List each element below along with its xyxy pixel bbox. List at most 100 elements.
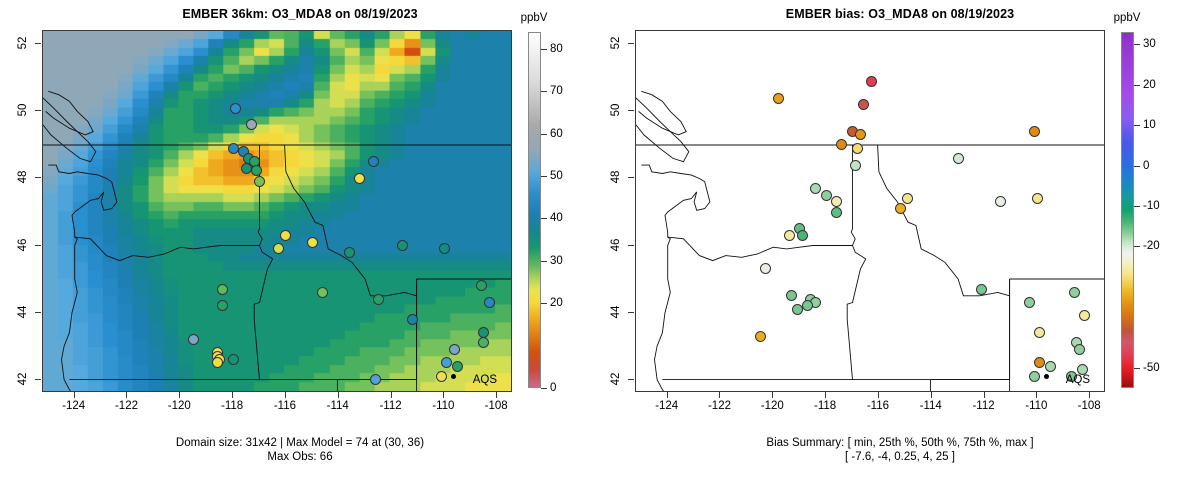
colorbar-label: 20 <box>1143 78 1156 91</box>
x-axis-label: -116 <box>866 400 889 412</box>
colorbar-label: 60 <box>550 127 563 140</box>
observation-marker <box>217 300 229 312</box>
colorbar-tick <box>1134 165 1140 167</box>
map-border-line <box>43 97 97 163</box>
colorbar-label: -10 <box>1143 199 1160 212</box>
x-axis-label: -114 <box>326 400 349 412</box>
observation-marker <box>251 164 263 176</box>
model-map-borders <box>43 90 511 391</box>
y-axis-tick <box>628 110 634 112</box>
y-axis-label: 52 <box>17 37 29 50</box>
x-axis-label: -118 <box>221 400 244 412</box>
map-border-line <box>641 164 711 391</box>
y-axis-tick <box>628 378 634 380</box>
x-axis-label: -118 <box>814 400 837 412</box>
colorbar-label: 0 <box>1143 159 1150 172</box>
y-axis-tick <box>35 177 41 179</box>
observation-marker <box>441 357 453 369</box>
observation-marker <box>852 142 864 154</box>
y-axis-label: 52 <box>610 37 622 50</box>
bias-caption-line1: Bias Summary: [ min, 25th %, 50th %, 75t… <box>766 437 1034 449</box>
y-axis-label: 48 <box>610 171 622 184</box>
x-axis-tick <box>390 392 392 398</box>
map-border-line <box>253 245 274 380</box>
x-axis-tick <box>126 392 128 398</box>
observation-marker <box>438 243 450 255</box>
observation-marker <box>754 330 766 342</box>
observation-marker <box>759 263 771 275</box>
aqs-legend-dot <box>1044 374 1049 379</box>
colorbar-label: 80 <box>550 42 563 55</box>
x-axis-tick <box>825 392 827 398</box>
model-panel: EMBER 36km: O3_MDA8 on 08/19/2023 AQS -1… <box>17 7 563 463</box>
observation-marker <box>407 313 419 325</box>
colorbar-label: 40 <box>550 212 563 225</box>
y-axis-label: 50 <box>17 104 29 117</box>
colorbar-tick <box>541 303 547 305</box>
colorbar-label: 30 <box>1143 38 1156 51</box>
observation-marker <box>773 92 785 104</box>
observation-marker <box>1066 370 1078 382</box>
map-border-line <box>846 245 867 380</box>
x-axis-tick <box>337 392 339 398</box>
model-caption-line2: Max Obs: 66 <box>267 451 333 463</box>
x-axis-tick <box>930 392 932 398</box>
observation-marker <box>372 293 384 305</box>
bias-map-borders <box>636 90 1104 391</box>
colorbar-tick <box>1134 205 1140 207</box>
observation-marker <box>1029 370 1041 382</box>
observation-marker <box>317 286 329 298</box>
observation-marker <box>449 343 461 355</box>
y-axis-tick <box>35 43 41 45</box>
model-x-axis: -124 -122 -120 -118 -116 -114 -112 -110 -108 <box>42 392 512 422</box>
colorbar-tick <box>1134 246 1140 248</box>
x-axis-label: -122 <box>707 400 731 412</box>
observation-marker <box>227 142 239 154</box>
observation-marker <box>1029 126 1041 138</box>
x-axis-tick <box>179 392 181 398</box>
colorbar-tick <box>541 176 547 178</box>
observation-marker <box>902 193 914 205</box>
observation-marker <box>952 152 964 164</box>
observation-marker <box>849 159 861 171</box>
x-axis-label: -120 <box>760 400 784 412</box>
aqs-legend-label: AQS <box>1065 374 1090 386</box>
bias-colorbar-title: ppbV <box>1113 12 1141 24</box>
colorbar-tick <box>1134 125 1140 127</box>
y-axis-tick <box>628 177 634 179</box>
model-panel-title: EMBER 36km: O3_MDA8 on 08/19/2023 <box>182 7 418 21</box>
observation-marker <box>854 129 866 141</box>
y-axis-label: 48 <box>17 171 29 184</box>
y-axis-tick <box>628 43 634 45</box>
observation-marker <box>783 229 795 241</box>
observation-marker <box>240 162 252 174</box>
x-axis-tick <box>232 392 234 398</box>
observation-marker <box>894 203 906 215</box>
observation-marker <box>1068 286 1080 298</box>
observation-marker <box>976 283 988 295</box>
map-border-line <box>45 90 94 136</box>
model-map-plot: AQS <box>42 30 512 392</box>
observation-marker <box>865 75 877 87</box>
colorbar-label: 0 <box>550 382 557 394</box>
map-border-line <box>48 164 118 391</box>
observation-marker <box>1074 343 1086 355</box>
observation-marker <box>1076 364 1088 376</box>
colorbar-tick <box>541 388 547 389</box>
colorbar-tick <box>1134 367 1140 369</box>
x-axis-tick <box>877 392 879 398</box>
x-axis-tick <box>1089 392 1091 398</box>
colorbar-label: 10 <box>1143 119 1156 132</box>
x-axis-tick <box>666 392 668 398</box>
x-axis-label: -108 <box>1077 400 1101 412</box>
map-border-line <box>850 145 856 246</box>
x-axis-label: -108 <box>484 400 508 412</box>
aqs-legend-dot <box>451 374 456 379</box>
observation-marker <box>396 240 408 252</box>
x-axis-label: -112 <box>379 400 402 412</box>
observation-marker <box>802 300 814 312</box>
bias-panel-title: EMBER bias: O3_MDA8 on 08/19/2023 <box>785 7 1015 21</box>
observation-marker <box>254 176 266 188</box>
model-raster <box>43 31 511 391</box>
observation-marker <box>227 353 239 365</box>
